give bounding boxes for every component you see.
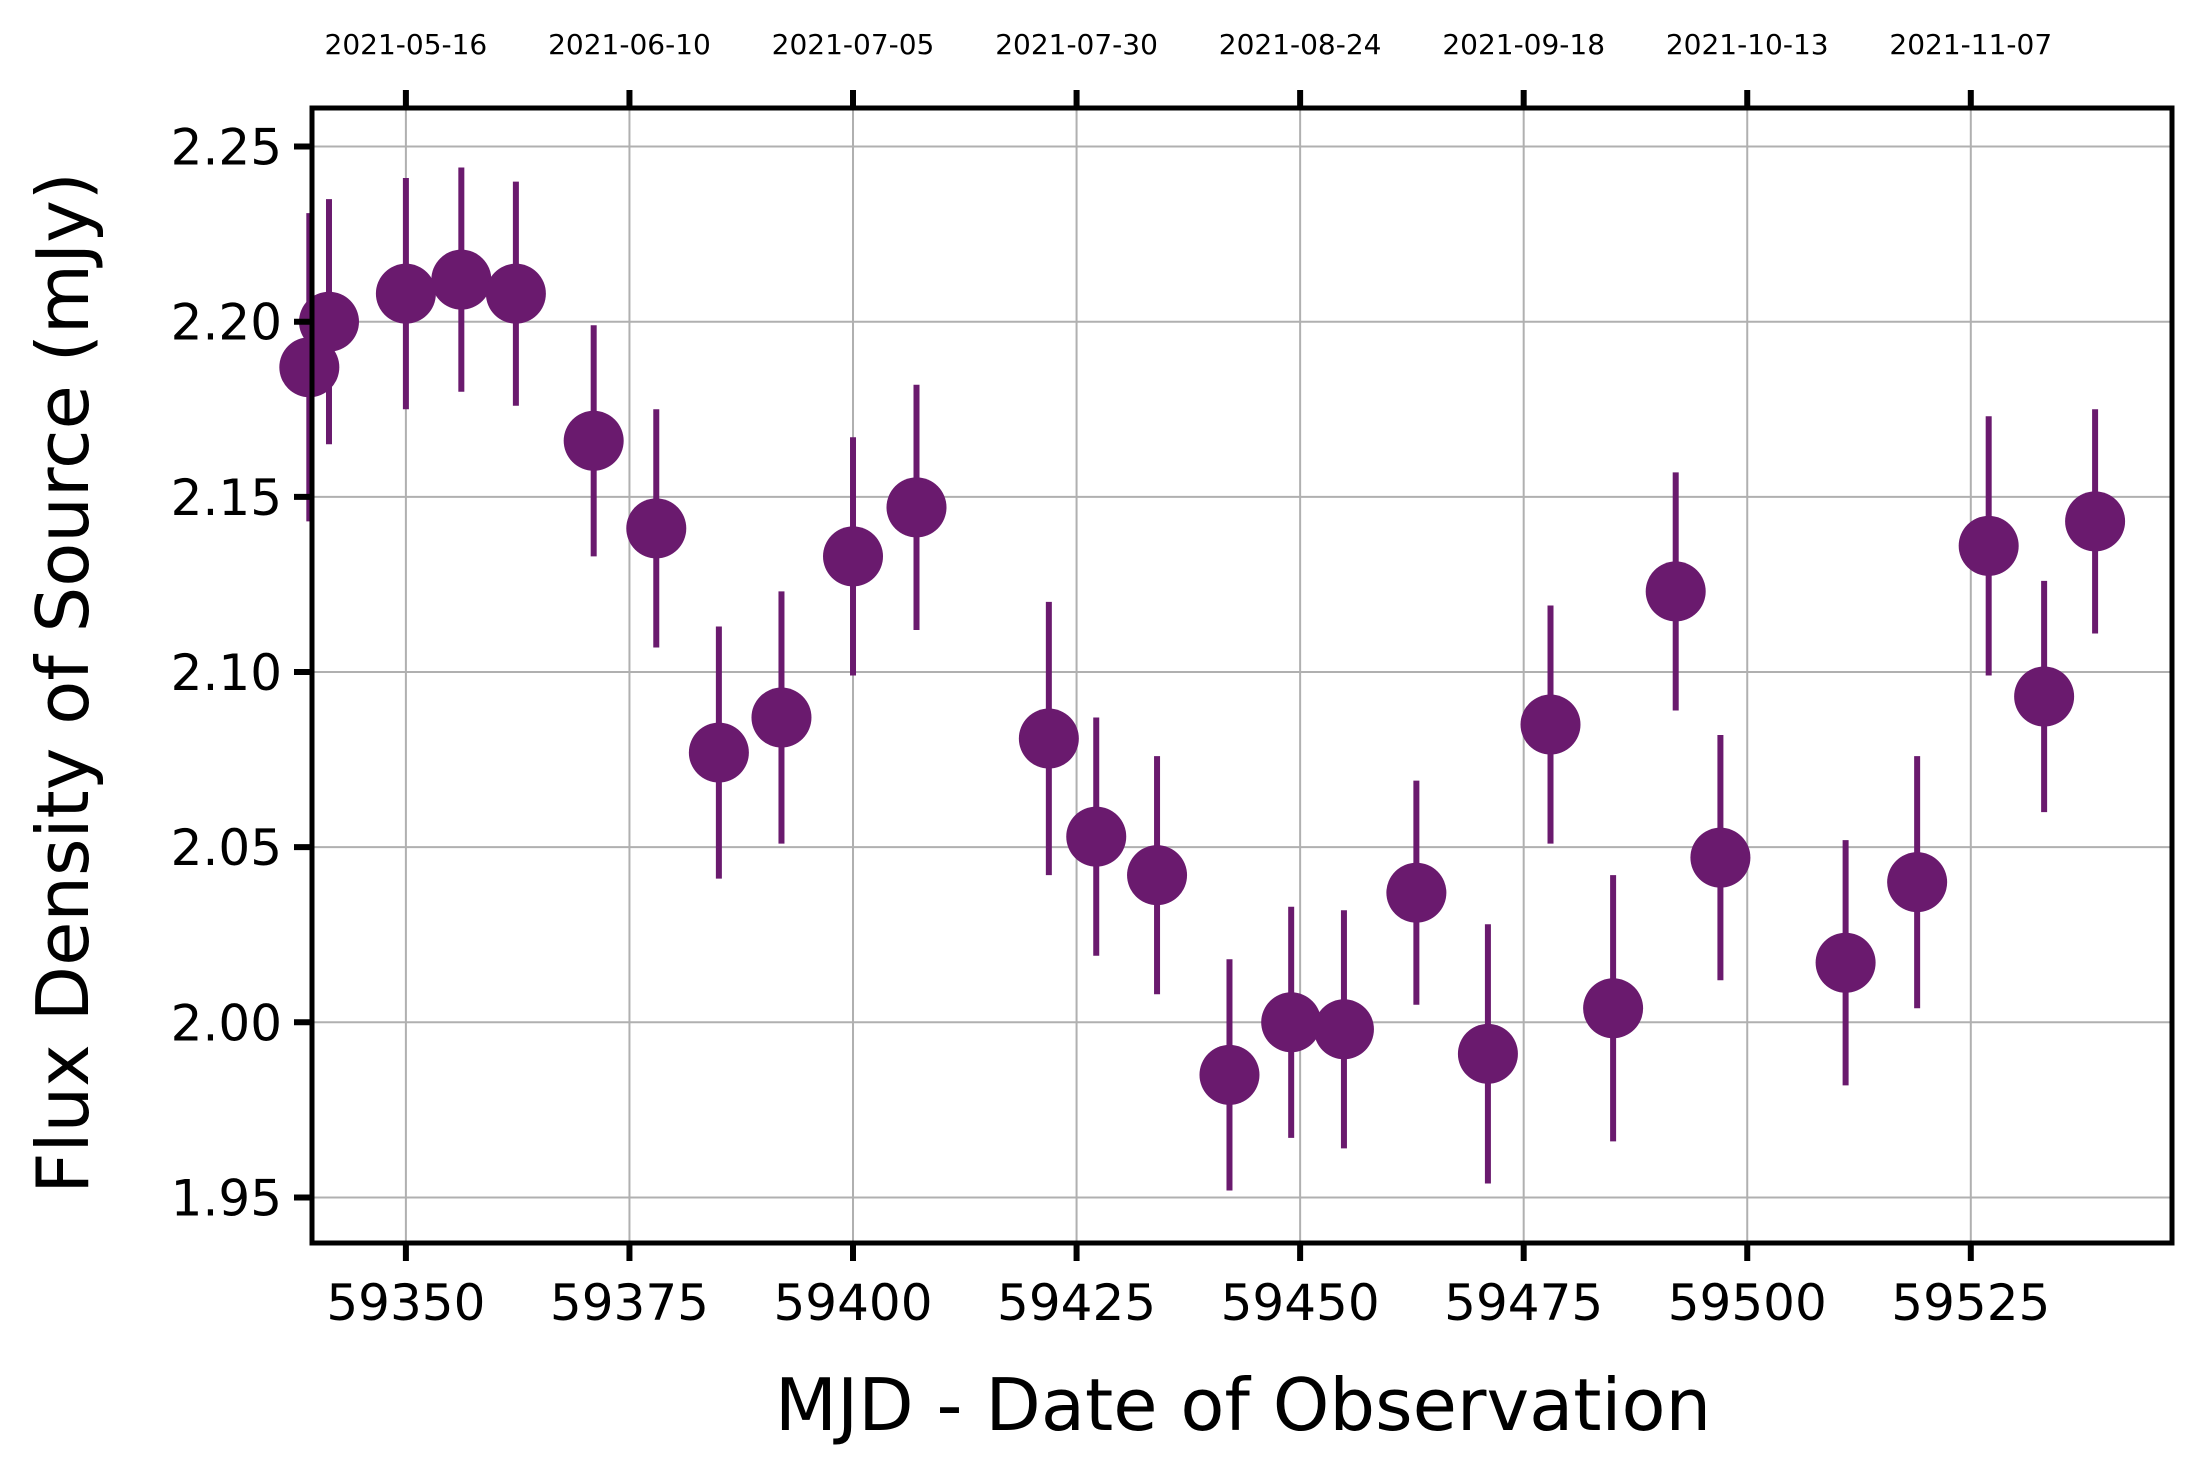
data-point xyxy=(1018,708,1079,769)
data-point xyxy=(688,722,749,783)
y-axis-label: Flux Density of Source (mJy) xyxy=(21,172,105,1194)
x-tick-label: 59425 xyxy=(997,1274,1156,1332)
y-tick-labels: 1.95 2.00 2.05 2.10 2.15 2.20 2.25 xyxy=(171,119,282,1228)
tick-marks xyxy=(294,90,1974,1261)
data-point xyxy=(1583,978,1644,1039)
data-markers xyxy=(279,249,2126,1105)
top-date-label: 2021-05-16 xyxy=(325,28,488,61)
x-tick-label: 59350 xyxy=(326,1274,485,1332)
data-point xyxy=(1261,992,1322,1053)
data-point xyxy=(2065,491,2126,552)
data-point xyxy=(2014,666,2075,727)
data-point xyxy=(1386,862,1447,923)
x-tick-label: 59475 xyxy=(1444,1274,1603,1332)
top-date-label: 2021-08-24 xyxy=(1219,28,1382,61)
data-point xyxy=(1520,694,1581,755)
y-tick-label: 2.25 xyxy=(171,119,282,177)
data-point xyxy=(563,410,624,471)
data-point xyxy=(886,477,947,538)
data-point xyxy=(1690,827,1751,888)
y-tick-label: 1.95 xyxy=(171,1169,282,1227)
top-date-label: 2021-11-07 xyxy=(1889,28,2052,61)
data-point xyxy=(1887,852,1948,913)
data-point xyxy=(1199,1044,1260,1105)
top-date-label: 2021-06-10 xyxy=(548,28,711,61)
data-point xyxy=(1066,806,1127,867)
y-tick-label: 2.10 xyxy=(171,644,282,702)
data-point xyxy=(375,263,436,324)
top-date-label: 2021-07-30 xyxy=(995,28,1158,61)
top-date-label: 2021-07-05 xyxy=(772,28,935,61)
x-tick-label: 59525 xyxy=(1891,1274,2050,1332)
plot-frame xyxy=(309,105,2175,1246)
data-point xyxy=(1457,1023,1518,1084)
data-point xyxy=(626,498,687,559)
y-tick-label: 2.05 xyxy=(171,819,282,877)
grid xyxy=(312,108,2172,1243)
x-tick-labels: 59350 59375 59400 59425 59450 59475 59500 59525 xyxy=(326,1274,2050,1332)
top-date-labels: 2021-05-16 2021-06-10 2021-07-05 2021-07-30… xyxy=(325,28,2053,61)
top-date-label: 2021-10-13 xyxy=(1666,28,1829,61)
y-tick-label: 2.00 xyxy=(171,994,282,1052)
data-point xyxy=(431,249,492,310)
top-date-label: 2021-09-18 xyxy=(1442,28,1605,61)
y-tick-label: 2.20 xyxy=(171,294,282,352)
x-tick-label: 59450 xyxy=(1221,1274,1380,1332)
data-point xyxy=(1313,999,1374,1060)
y-tick-label: 2.15 xyxy=(171,469,282,527)
x-tick-label: 59400 xyxy=(773,1274,932,1332)
data-point xyxy=(1815,932,1876,993)
data-point xyxy=(485,263,546,324)
data-point xyxy=(1645,561,1706,622)
data-point xyxy=(823,526,884,587)
data-point xyxy=(751,687,812,748)
x-tick-label: 59500 xyxy=(1668,1274,1827,1332)
x-axis-label: MJD - Date of Observation xyxy=(775,1363,1711,1447)
data-point xyxy=(1127,845,1188,906)
data-point xyxy=(1958,515,2019,576)
x-tick-label: 59375 xyxy=(550,1274,709,1332)
data-point xyxy=(279,337,340,398)
